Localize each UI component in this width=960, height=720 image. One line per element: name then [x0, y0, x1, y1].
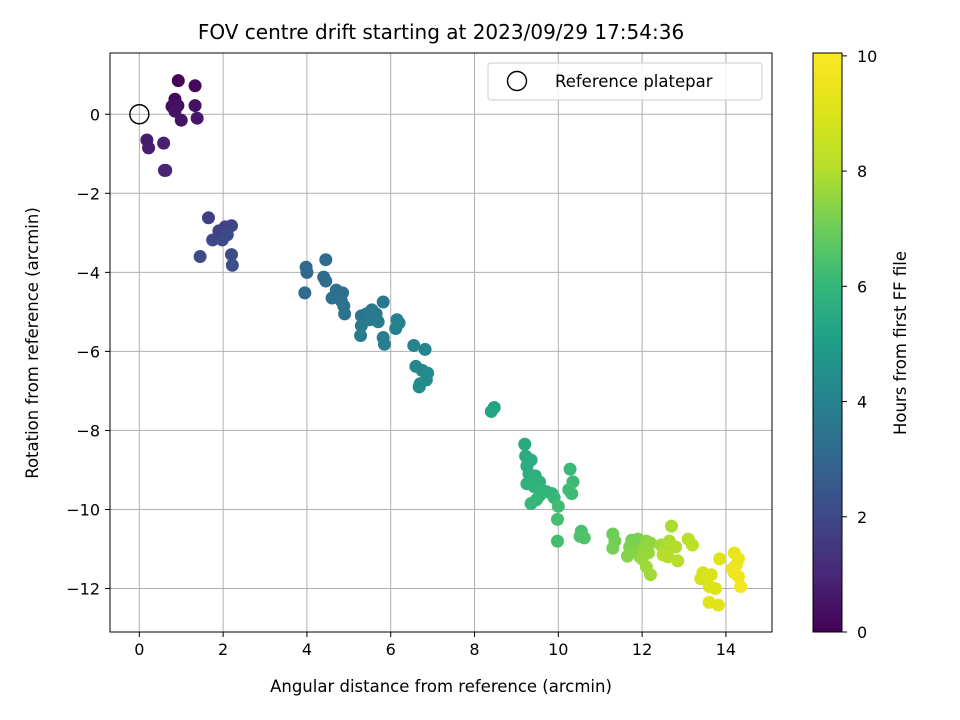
- x-tick-label: 6: [386, 640, 396, 659]
- colorbar-tick-label: 6: [857, 277, 867, 296]
- data-point: [354, 329, 368, 343]
- data-point: [201, 211, 215, 225]
- data-point: [157, 136, 171, 150]
- data-point: [550, 512, 564, 526]
- y-tick-label: −8: [76, 421, 100, 440]
- data-point: [206, 233, 220, 247]
- data-point: [734, 580, 748, 594]
- colorbar-tick-label: 10: [857, 47, 877, 66]
- data-point: [713, 552, 727, 566]
- data-point: [225, 248, 239, 262]
- data-point: [371, 315, 385, 329]
- y-tick-label: −4: [76, 263, 100, 282]
- colorbar-tick-label: 4: [857, 393, 867, 412]
- data-point: [354, 319, 368, 333]
- chart-title: FOV centre drift starting at 2023/09/29 …: [198, 20, 684, 44]
- colorbar-gradient: [812, 52, 843, 633]
- data-points: [129, 74, 748, 612]
- colorbar: 0 2 4 6 8 10 Hours from first FF file: [812, 47, 910, 642]
- plot-frame: [109, 52, 773, 633]
- data-point: [188, 79, 202, 93]
- data-point: [298, 286, 312, 300]
- data-point: [389, 321, 403, 335]
- y-tick-label: 0: [90, 105, 100, 124]
- data-point: [620, 549, 634, 563]
- y-axis-ticks: 0 −2 −4 −6 −8 −10 −12: [66, 105, 110, 599]
- y-tick-label: −10: [66, 500, 100, 519]
- x-tick-label: 4: [302, 640, 312, 659]
- data-point: [671, 554, 685, 568]
- data-point: [168, 104, 182, 118]
- data-point: [606, 541, 620, 555]
- data-point: [551, 499, 565, 513]
- y-axis-label: Rotation from reference (arcmin): [23, 207, 42, 479]
- data-point: [577, 531, 591, 545]
- data-point: [319, 253, 333, 267]
- x-tick-label: 2: [218, 640, 228, 659]
- data-point: [708, 582, 722, 596]
- y-tick-label: −6: [76, 342, 100, 361]
- data-point: [174, 113, 188, 127]
- data-point: [704, 568, 718, 582]
- reference-platepar-marker: [129, 104, 150, 125]
- x-axis-ticks: 0 2 4 6 8 10 12 14: [134, 632, 736, 659]
- legend-box: [487, 62, 763, 101]
- x-tick-label: 8: [469, 640, 479, 659]
- data-point: [524, 497, 538, 511]
- data-point: [338, 307, 352, 321]
- x-tick-label: 0: [134, 640, 144, 659]
- data-point: [694, 572, 708, 586]
- colorbar-tick-label: 2: [857, 508, 867, 527]
- data-point: [412, 380, 426, 394]
- colorbar-tick-label: 8: [857, 162, 867, 181]
- x-tick-label: 12: [632, 640, 652, 659]
- y-tick-label: −2: [76, 184, 100, 203]
- data-point: [159, 163, 173, 177]
- data-point: [377, 337, 391, 351]
- data-point: [550, 534, 564, 548]
- data-point: [727, 566, 741, 580]
- data-point: [711, 598, 725, 612]
- data-point: [220, 228, 234, 242]
- data-point: [685, 538, 699, 552]
- data-point: [142, 141, 156, 155]
- data-point: [518, 437, 532, 451]
- data-point: [319, 274, 333, 288]
- data-point: [484, 404, 498, 418]
- x-tick-label: 10: [548, 640, 568, 659]
- data-point: [418, 342, 432, 356]
- grid-lines: [110, 53, 772, 632]
- data-point: [643, 568, 657, 582]
- data-point: [664, 519, 678, 533]
- data-point: [669, 540, 683, 554]
- data-point: [563, 462, 577, 476]
- data-point: [188, 99, 202, 113]
- legend-marker-icon: [506, 70, 528, 92]
- legend: Reference platepar: [487, 62, 763, 101]
- data-point: [190, 111, 204, 125]
- data-point: [300, 265, 314, 279]
- data-point: [193, 250, 207, 264]
- data-point: [407, 338, 421, 352]
- data-point: [225, 258, 239, 272]
- y-tick-label: −12: [66, 580, 100, 599]
- legend-entry-reference: Reference platepar: [555, 72, 713, 91]
- colorbar-tick-label: 0: [857, 623, 867, 642]
- x-tick-label: 14: [716, 640, 736, 659]
- colorbar-ticks: 0 2 4 6 8 10: [842, 47, 877, 642]
- data-point: [376, 295, 390, 309]
- x-axis-label: Angular distance from reference (arcmin): [270, 677, 612, 696]
- data-point: [565, 487, 579, 501]
- colorbar-label: Hours from first FF file: [891, 251, 910, 435]
- data-point: [656, 548, 670, 562]
- data-point: [171, 74, 185, 88]
